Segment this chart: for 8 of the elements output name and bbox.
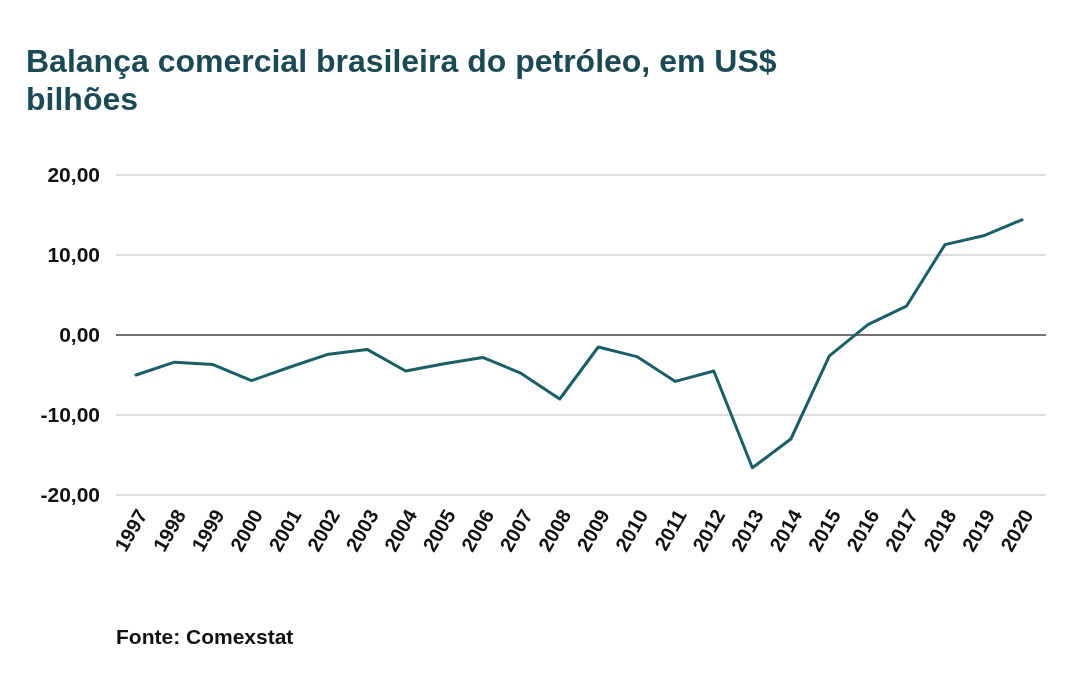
y-tick-label: 0,00 <box>59 323 100 347</box>
y-tick-label: -10,00 <box>40 403 100 427</box>
source-note: Fonte: Comexstat <box>116 625 294 648</box>
chart-title: Balança comercial brasileira do petróleo, em US$ bilhões <box>26 43 777 117</box>
line-series <box>134 218 1024 470</box>
y-tick-label: 10,00 <box>47 243 100 267</box>
y-tick-label: 20,00 <box>47 163 100 187</box>
y-tick-label: -20,00 <box>40 483 100 507</box>
